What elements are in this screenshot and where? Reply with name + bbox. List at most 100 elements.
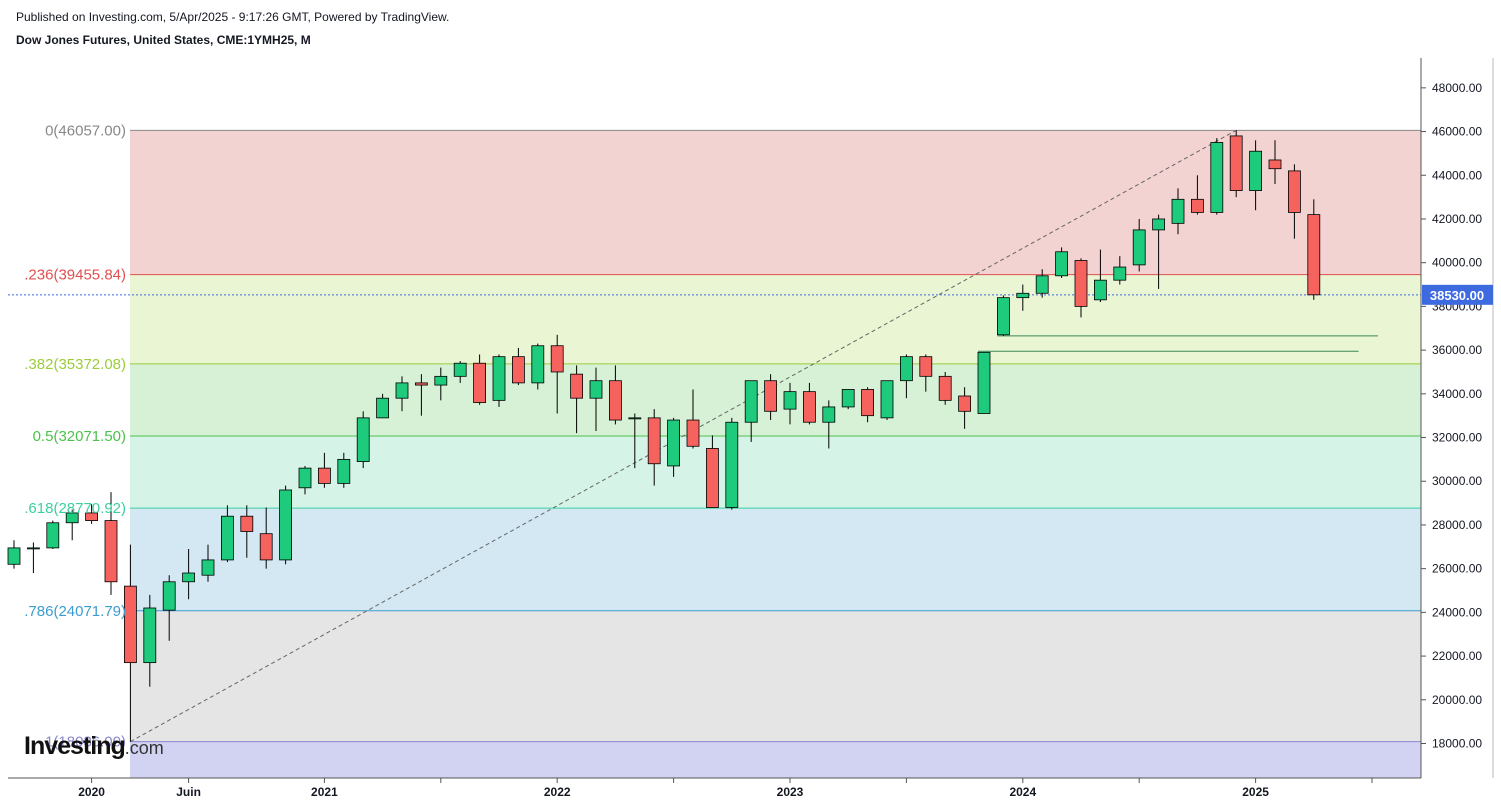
- fib-band-1: [130, 741, 1421, 778]
- candle-body: [434, 375, 448, 386]
- chart-header: Published on Investing.com, 5/Apr/2025 -…: [16, 9, 449, 48]
- fib-label-0.786: .786(24071.79): [24, 603, 126, 620]
- current-price-badge-bg: [1422, 284, 1493, 305]
- candle-body: [259, 533, 273, 561]
- candle-body: [279, 489, 293, 561]
- candle-body: [1210, 142, 1224, 213]
- fib-trendline: [130, 129, 1237, 743]
- fib-band-0.618: [130, 508, 1421, 611]
- candle-body: [938, 375, 952, 401]
- candle-body: [1016, 292, 1030, 299]
- price-tick-label: 24000.00: [1432, 605, 1482, 619]
- fib-label-0.236: .236(39455.84): [24, 267, 126, 284]
- support-lines: [8, 294, 1421, 352]
- candle-body: [706, 448, 719, 508]
- candle-body: [298, 467, 312, 489]
- candle-body: [609, 380, 622, 421]
- date-tick-label: 2022: [544, 785, 571, 799]
- fib-label-0.5: 0.5(32071.50): [33, 428, 126, 445]
- candle-body: [803, 391, 816, 423]
- fib-band-0.236: [130, 274, 1421, 364]
- price-tick-label: 36000.00: [1432, 343, 1482, 357]
- candle-body: [356, 417, 370, 462]
- candle-body: [1191, 198, 1204, 213]
- candle-body: [317, 467, 331, 484]
- candle-body: [919, 356, 933, 377]
- price-tick-label: 48000.00: [1432, 81, 1482, 95]
- candle-body: [764, 380, 777, 412]
- date-tick-label: 2024: [1009, 785, 1036, 799]
- published-note: Published on Investing.com, 5/Apr/2025 -…: [16, 10, 450, 24]
- price-tick-label: 34000.00: [1432, 387, 1482, 401]
- candle-body: [880, 380, 894, 419]
- fib-label-0.618: .618(28770.92): [24, 500, 126, 517]
- candle-body: [65, 512, 79, 524]
- candle-body: [473, 362, 487, 403]
- candle-body: [1113, 266, 1127, 281]
- candle-body: [104, 520, 118, 583]
- candle-body: [395, 382, 409, 399]
- candle-body: [337, 458, 351, 484]
- candle-body: [725, 421, 739, 508]
- candle-body: [162, 581, 176, 611]
- current-price-value: 38530.00: [1430, 288, 1484, 303]
- candle-body: [744, 380, 758, 423]
- candle-body: [686, 419, 700, 447]
- date-tick-label: 2020: [78, 785, 105, 799]
- investing-logo: Investing.com: [24, 732, 164, 761]
- price-tick-label: 20000.00: [1432, 693, 1482, 707]
- fib-labels: 0(46057.00) .236(39455.84) .382(35372.08) 0…: [24, 122, 126, 750]
- fib-label-1: 1(18086.00): [45, 734, 126, 751]
- date-tick-label: Juin: [176, 785, 201, 799]
- candle-body: [492, 356, 506, 401]
- candle-body: [182, 572, 196, 583]
- candle-body: [1152, 218, 1165, 231]
- logo-suffix: .com: [124, 738, 164, 758]
- candles: [7, 130, 1321, 742]
- price-tick-label: 40000.00: [1432, 256, 1482, 270]
- candle-body: [1035, 275, 1049, 294]
- candle-body: [453, 362, 467, 377]
- candle-body: [7, 547, 21, 565]
- candle-body: [1229, 135, 1243, 191]
- candle-body: [589, 380, 603, 399]
- price-tick-label: 18000.00: [1432, 737, 1482, 751]
- price-axis: 18000.00 20000.00 22000.00 24000.00 26000.00…: [1421, 81, 1482, 751]
- candle-body: [1307, 214, 1321, 296]
- price-tick-label: 26000.00: [1432, 562, 1482, 576]
- candle-body: [958, 395, 971, 412]
- current-price-badge: 38530.00: [1422, 284, 1493, 305]
- candle-body: [1132, 229, 1146, 266]
- logo-text: Investing: [24, 732, 126, 760]
- candle-body: [143, 607, 157, 664]
- fib-bands: [130, 130, 1421, 778]
- candle-body: [240, 515, 254, 532]
- date-tick-label: 2025: [1242, 785, 1269, 799]
- candle-body: [647, 417, 661, 465]
- price-tick-label: 44000.00: [1432, 168, 1482, 182]
- axes: [8, 58, 1494, 779]
- candle-body: [512, 356, 525, 384]
- candle-body: [997, 297, 1010, 336]
- symbol-title: Dow Jones Futures, United States, CME:1Y…: [16, 33, 311, 47]
- candle-body: [550, 345, 564, 373]
- candle-body: [570, 373, 583, 399]
- candle-body: [1074, 260, 1088, 307]
- price-tick-label: 32000.00: [1432, 431, 1482, 445]
- candle-body: [376, 397, 390, 419]
- candle-body: [861, 389, 874, 417]
- candle-body: [220, 515, 234, 561]
- candle-body: [667, 419, 680, 467]
- date-tick-label: 2021: [311, 785, 338, 799]
- candle-body: [1268, 159, 1282, 170]
- candle-body: [46, 522, 60, 549]
- candle-body: [1055, 251, 1068, 277]
- candle-body: [201, 559, 215, 576]
- price-tick-label: 42000.00: [1432, 212, 1482, 226]
- candle-body: [841, 389, 855, 408]
- price-tick-label: 28000.00: [1432, 518, 1482, 532]
- candle-body: [531, 345, 545, 384]
- fib-lines: [130, 129, 1421, 743]
- fib-band-0.786: [130, 610, 1421, 742]
